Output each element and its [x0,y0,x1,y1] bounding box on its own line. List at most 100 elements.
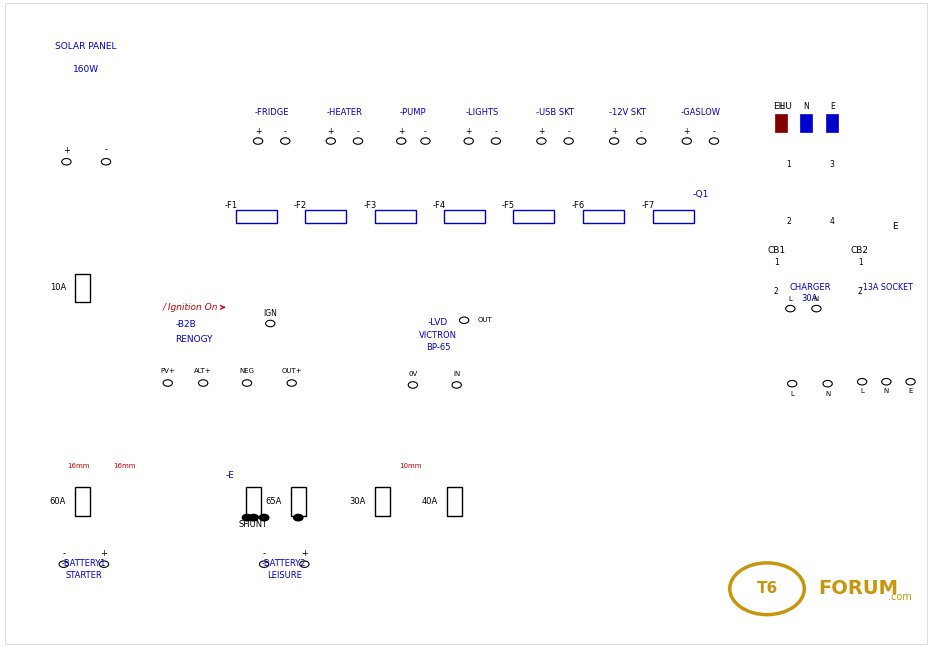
Bar [75,487,90,516]
Text: 30A: 30A [802,294,818,303]
Bar [772,275,848,398]
Text: 1: 1 [774,258,779,267]
Text: -BATTERY1: -BATTERY1 [62,559,106,568]
Text: PV+: PV+ [160,368,175,375]
Text: VICTRON: VICTRON [419,331,457,340]
Text: BP-65: BP-65 [426,343,450,352]
Bar [447,487,462,516]
Bar [856,267,882,285]
Bar [775,114,787,132]
Text: -GASLOW: -GASLOW [680,108,720,117]
Circle shape [281,138,290,144]
Text: L: L [790,391,794,397]
Text: N: N [884,388,889,395]
Bar [718,182,738,206]
Bar [827,114,839,132]
Circle shape [459,317,469,324]
Bar [583,210,624,223]
Text: LEISURE: LEISURE [267,571,302,580]
Text: -F6: -F6 [572,201,585,210]
Text: L: L [779,102,783,111]
Bar [75,274,90,302]
Text: -LIGHTS: -LIGHTS [466,108,499,117]
Circle shape [823,380,832,387]
Circle shape [464,138,473,144]
Text: -: - [62,549,65,558]
Text: RENOGY: RENOGY [175,335,212,344]
Text: 10A: 10A [50,283,66,292]
Bar [848,275,925,398]
Circle shape [259,561,268,567]
Circle shape [397,138,406,144]
Text: STARTER: STARTER [65,571,103,580]
Circle shape [294,514,303,521]
Text: 2: 2 [857,287,863,296]
Text: -E: -E [226,471,235,480]
Text: CHARGER: CHARGER [789,283,830,292]
Circle shape [199,380,208,386]
Text: -F4: -F4 [432,201,445,210]
Text: -F1: -F1 [225,201,238,210]
Text: L: L [788,296,792,302]
Text: +: + [254,127,261,136]
Text: -: - [284,127,287,136]
Bar [521,100,589,155]
Text: -: - [424,127,427,136]
Circle shape [163,380,172,386]
Text: / Ignition On: / Ignition On [163,303,225,312]
Bar [800,114,813,132]
Bar [310,100,378,155]
Bar [444,210,485,223]
Bar [383,100,444,155]
Bar [375,487,390,516]
Bar [305,210,346,223]
Circle shape [906,378,915,385]
Text: IGN: IGN [264,309,277,318]
Bar [513,210,554,223]
Text: -: - [104,146,107,155]
Text: L: L [860,388,864,395]
Text: -: - [640,127,643,136]
Text: -: - [568,127,570,136]
Circle shape [709,138,719,144]
Text: E: E [829,102,835,111]
Circle shape [62,159,71,165]
Text: -F3: -F3 [363,201,377,210]
Circle shape [326,138,336,144]
Text: N: N [814,296,819,302]
Circle shape [882,378,891,385]
Circle shape [59,561,68,567]
Text: 65A: 65A [265,497,281,506]
Text: -: - [263,549,266,558]
Text: OUT: OUT [478,317,493,324]
Text: 3: 3 [829,160,835,170]
Text: E: E [909,388,912,395]
Text: +: + [398,127,404,136]
Text: FORUM: FORUM [818,579,898,598]
Text: CB1: CB1 [767,246,785,255]
Text: +: + [63,146,70,155]
Bar [396,311,480,395]
Circle shape [420,138,430,144]
Text: 4: 4 [829,217,835,226]
Text: N: N [803,102,809,111]
Text: 2: 2 [786,217,791,226]
Circle shape [452,382,461,388]
Text: -HEATER: -HEATER [326,108,363,117]
Text: NEG: NEG [240,368,254,375]
Circle shape [491,138,500,144]
Text: 160W: 160W [73,65,100,74]
Text: OUT+: OUT+ [281,368,302,375]
Text: T6: T6 [757,581,777,597]
Bar [147,311,329,395]
Bar [739,185,760,203]
Text: -12V SKT: -12V SKT [610,108,646,117]
Text: +: + [610,127,617,136]
Text: ALT+: ALT+ [194,368,212,375]
Text: .com: .com [888,591,911,602]
Text: 0V: 0V [408,371,418,377]
Text: IN: IN [453,371,460,377]
Circle shape [610,138,619,144]
Text: -USB SKT: -USB SKT [536,108,574,117]
Text: +: + [465,127,472,136]
